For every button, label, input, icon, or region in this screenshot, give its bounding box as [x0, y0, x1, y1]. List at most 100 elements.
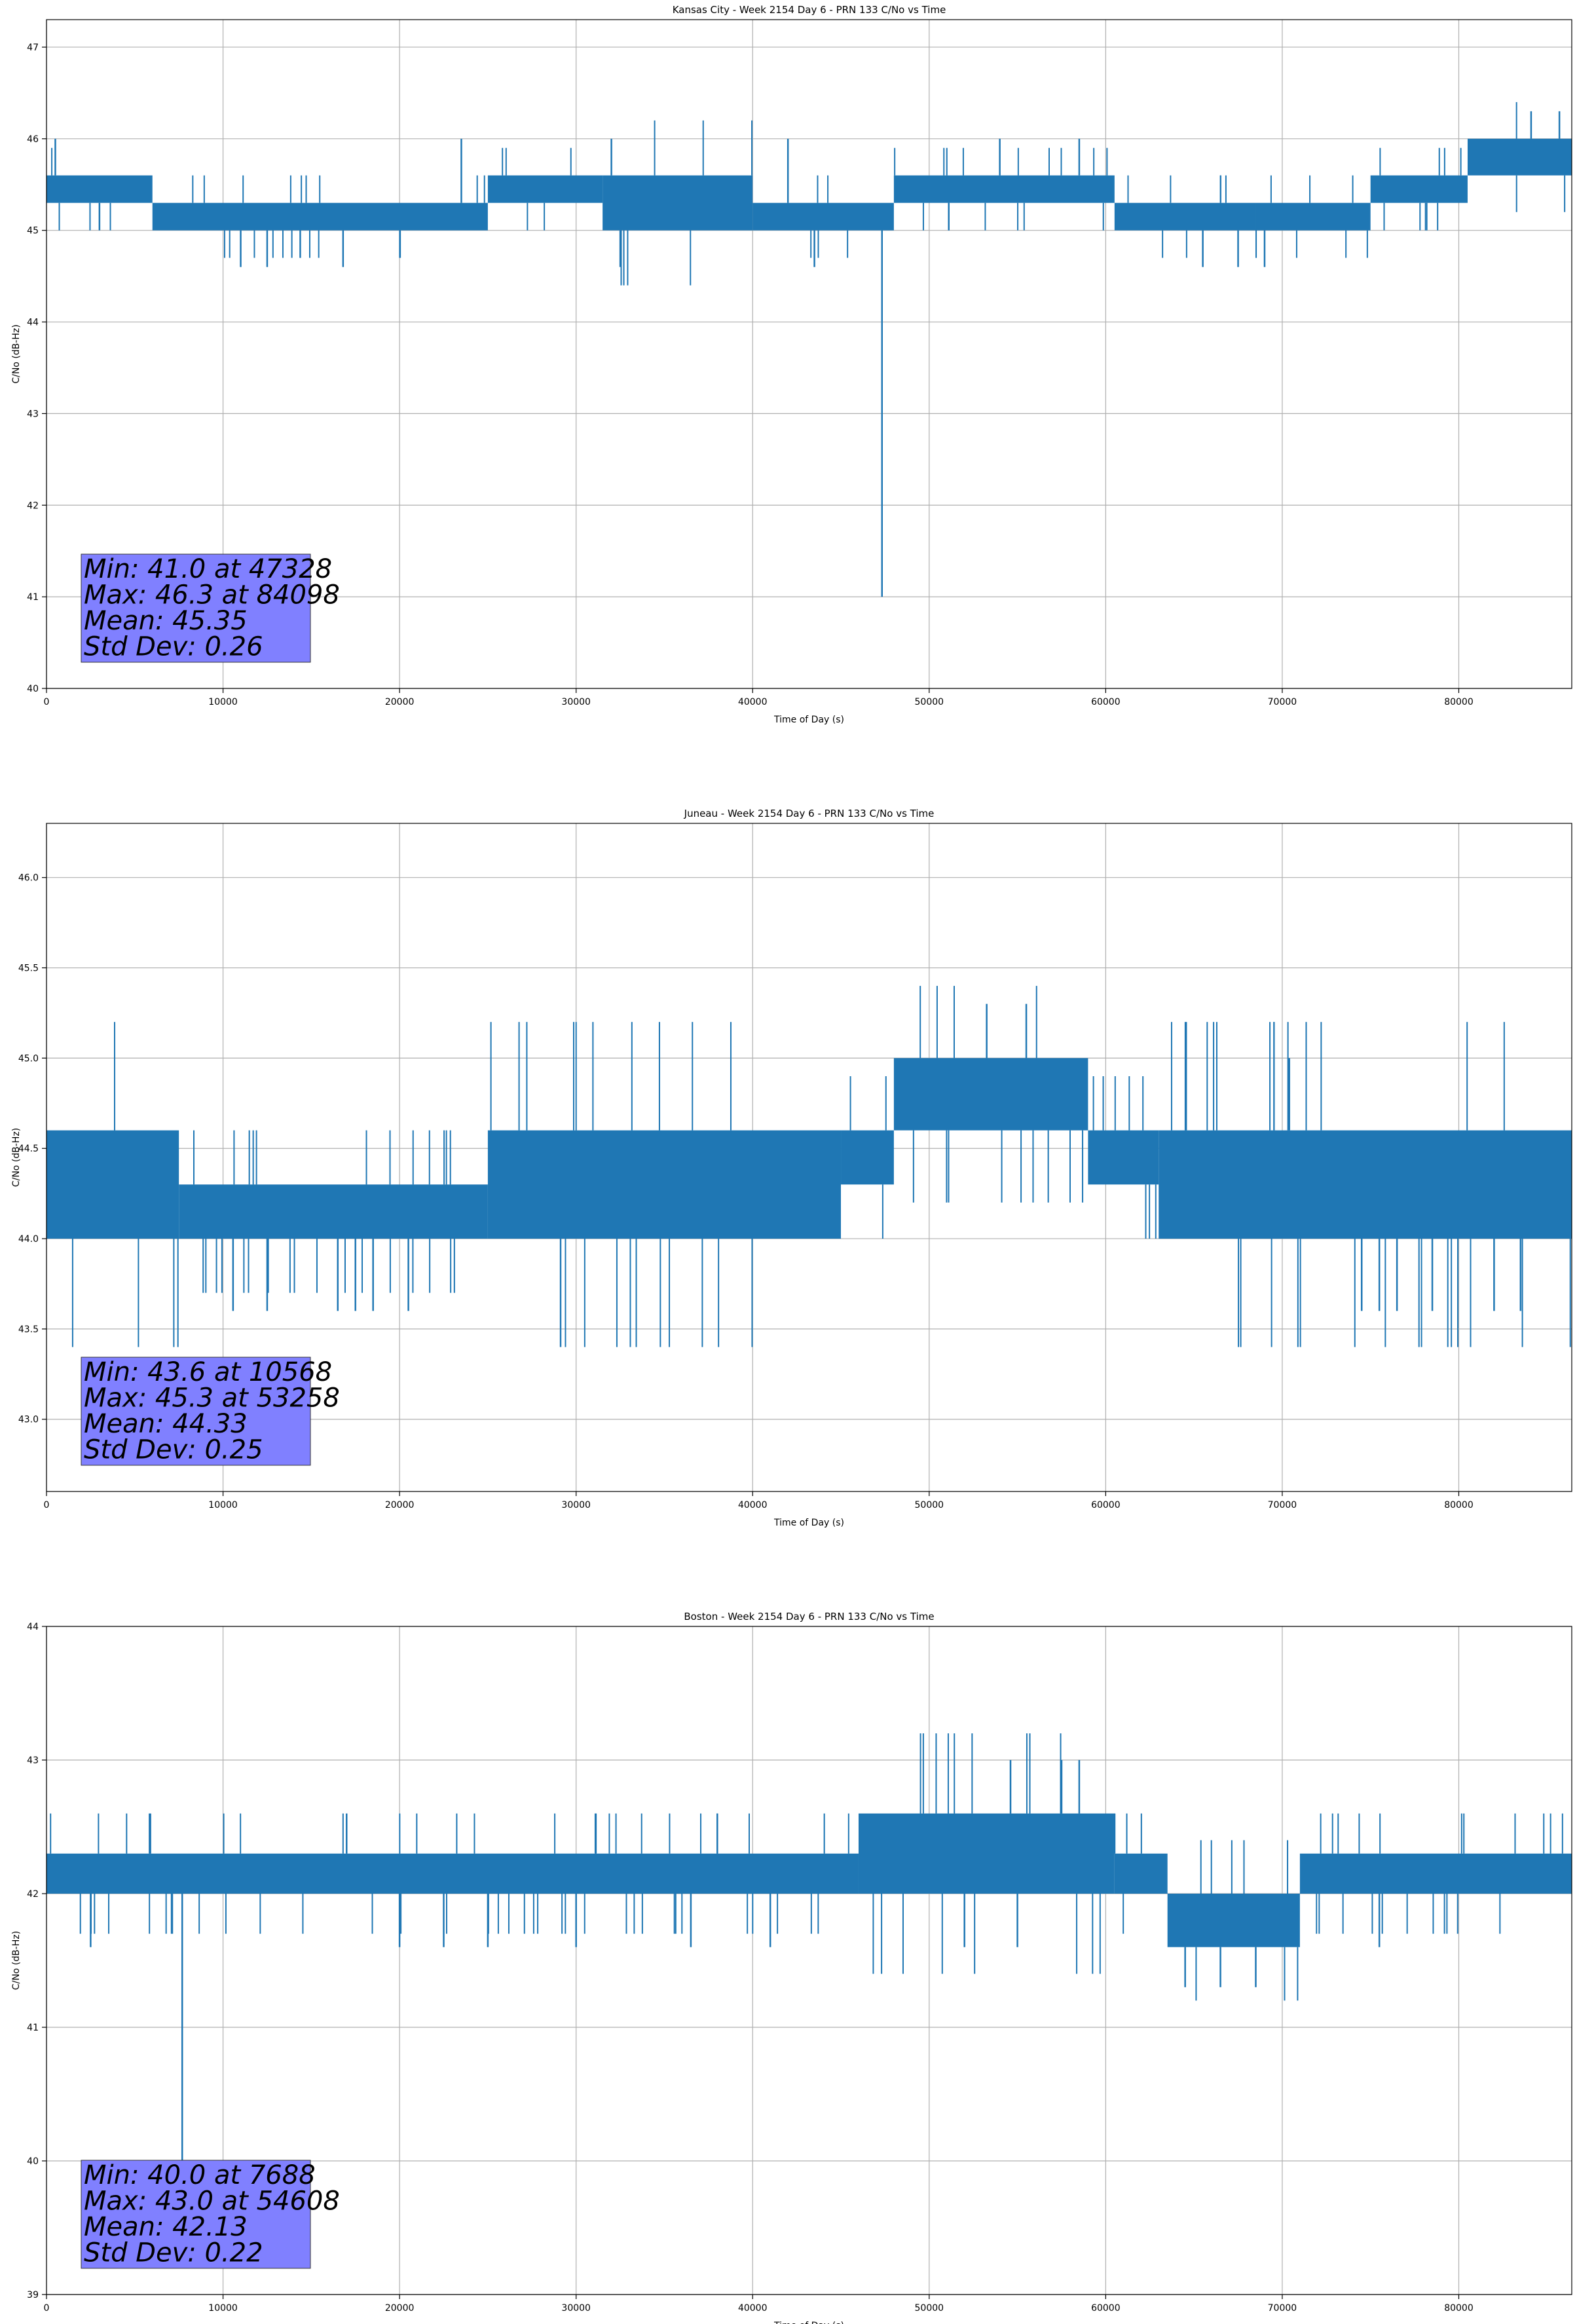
data-band	[1114, 202, 1256, 231]
data-band	[487, 175, 603, 203]
y-tick-label: 43	[27, 409, 39, 419]
data-band	[858, 1813, 1115, 1894]
y-tick-label: 45	[27, 226, 39, 236]
stats-box	[81, 553, 311, 663]
y-tick-label: 47	[27, 43, 39, 53]
y-tick-label: 44	[27, 318, 39, 328]
x-tick-label: 20000	[385, 697, 415, 707]
y-tick-label: 45.0	[18, 1053, 39, 1064]
x-tick-label: 10000	[208, 697, 238, 707]
stats-box	[81, 2160, 311, 2269]
x-tick-label: 70000	[1268, 697, 1297, 707]
y-tick-label: 44.0	[18, 1234, 39, 1245]
plot-frame	[46, 19, 1572, 689]
x-tick-label: 50000	[915, 697, 944, 707]
data-band	[1299, 1853, 1572, 1894]
data-band	[1088, 1130, 1159, 1185]
x-tick-label: 40000	[738, 697, 768, 707]
y-tick-label: 39	[27, 2290, 39, 2300]
data-band	[752, 202, 894, 231]
y-tick-label: 40	[27, 2156, 39, 2167]
data-band	[1114, 1853, 1168, 1894]
stats-box	[81, 1357, 311, 1466]
y-tick-label: 42	[27, 500, 39, 511]
x-tick-label: 40000	[738, 2303, 768, 2314]
x-tick-label: 50000	[915, 1500, 944, 1510]
stats-line: Mean: 42.13	[84, 2212, 248, 2242]
stats-line: Min: 40.0 at 7688	[84, 2160, 316, 2190]
y-tick-label: 42	[27, 1889, 39, 1900]
plot-frame	[46, 1626, 1572, 2295]
y-axis-label: C/No (dB-Hz)	[11, 1128, 22, 1187]
chart-panel-2: 0 10000 20000 30000 40000 50000 60000 70000 8000…	[11, 808, 1572, 1528]
data-series	[46, 102, 1572, 597]
stats-line: Max: 43.0 at 54608	[84, 2186, 340, 2217]
x-tick-label: 50000	[915, 2303, 944, 2314]
x-tick-label: 80000	[1444, 2303, 1474, 2314]
y-tick-label: 43	[27, 1755, 39, 1766]
data-band	[893, 175, 1115, 203]
x-tick-label: 30000	[561, 2303, 591, 2314]
x-axis-label: Time of Day (s)	[773, 715, 844, 725]
data-band	[603, 175, 753, 231]
y-tick-label: 41	[27, 592, 39, 603]
data-band	[46, 175, 153, 203]
data-series	[46, 1733, 1572, 2161]
x-tick-label: 70000	[1268, 2303, 1297, 2314]
data-band	[1167, 1894, 1300, 1947]
x-tick-label: 0	[44, 697, 50, 707]
x-tick-label: 40000	[738, 1500, 768, 1510]
x-tick-label: 10000	[208, 1500, 238, 1510]
x-tick-label: 80000	[1444, 697, 1474, 707]
stats-line: Max: 45.3 at 53258	[84, 1383, 340, 1414]
x-tick-label: 60000	[1091, 1500, 1121, 1510]
x-tick-label: 30000	[561, 697, 591, 707]
x-tick-label: 10000	[208, 2303, 238, 2314]
stats-line: Mean: 45.35	[84, 606, 248, 636]
y-tick-label: 43.0	[18, 1415, 39, 1425]
stats-line: Std Dev: 0.26	[84, 632, 263, 662]
x-tick-label: 30000	[561, 1500, 591, 1510]
data-band	[179, 1184, 488, 1239]
y-tick-label: 40	[27, 684, 39, 694]
y-tick-label: 44.5	[18, 1144, 39, 1154]
x-axis-label: Time of Day (s)	[773, 1518, 844, 1528]
x-tick-label: 0	[44, 2303, 50, 2314]
x-axis-label: Time of Day (s)	[773, 2321, 844, 2324]
stats-line: Max: 46.3 at 84098	[84, 580, 340, 610]
data-band	[46, 1130, 179, 1239]
data-series	[46, 986, 1572, 1347]
data-band	[46, 1853, 859, 1894]
data-band	[841, 1130, 894, 1185]
x-tick-label: 20000	[385, 1500, 415, 1510]
chart-title: Juneau - Week 2154 Day 6 - PRN 133 C/No …	[684, 808, 935, 819]
stats-line: Mean: 44.33	[84, 1409, 248, 1439]
chart-title: Boston - Week 2154 Day 6 - PRN 133 C/No …	[684, 1611, 934, 1622]
y-tick-label: 46.0	[18, 873, 39, 884]
data-band	[1159, 1130, 1572, 1239]
y-axis-label: C/No (dB-Hz)	[11, 324, 22, 383]
data-band	[1370, 175, 1468, 203]
data-band	[1255, 202, 1371, 231]
y-tick-label: 43.5	[18, 1324, 39, 1335]
x-tick-label: 60000	[1091, 2303, 1121, 2314]
chart-panel-3: 0 10000 20000 30000 40000 50000 60000 70000 8000…	[11, 1611, 1572, 2324]
data-band	[893, 1058, 1088, 1131]
plot-frame	[46, 823, 1572, 1492]
data-band	[1467, 138, 1572, 176]
data-band	[487, 1130, 842, 1239]
stats-line: Std Dev: 0.25	[84, 1435, 263, 1465]
y-tick-label: 44	[27, 1622, 39, 1632]
chart-panel-1: 0 10000 20000 30000 40000 50000 60000 70000 8000…	[11, 4, 1572, 725]
y-tick-label: 41	[27, 2023, 39, 2033]
stats-line: Min: 43.6 at 10568	[84, 1357, 332, 1387]
data-band	[152, 202, 488, 231]
y-tick-label: 45.5	[18, 964, 39, 974]
chart-title: Kansas City - Week 2154 Day 6 - PRN 133 …	[673, 4, 946, 16]
x-tick-label: 70000	[1268, 1500, 1297, 1510]
stats-line: Min: 41.0 at 47328	[84, 554, 332, 584]
x-tick-label: 60000	[1091, 697, 1121, 707]
stats-line: Std Dev: 0.22	[84, 2238, 263, 2268]
y-axis-label: C/No (dB-Hz)	[11, 1931, 22, 1990]
